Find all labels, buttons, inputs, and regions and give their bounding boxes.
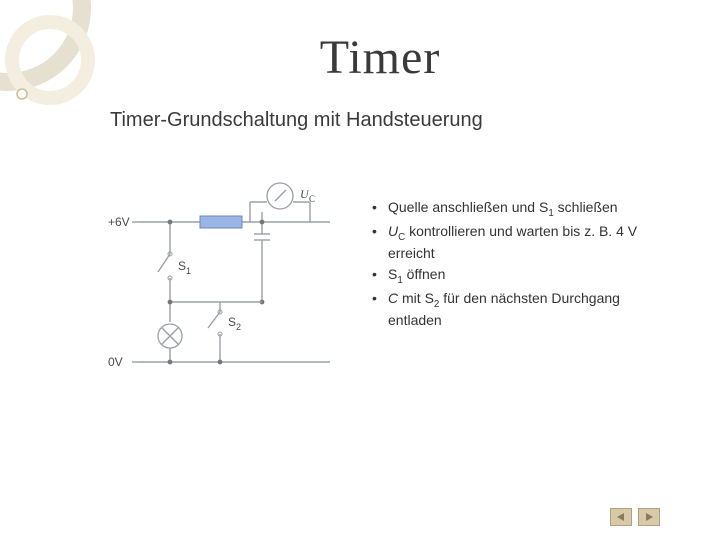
svg-text:S: S: [228, 315, 236, 329]
circuit-diagram: S1UCS2+6V0V: [100, 162, 350, 397]
prev-button[interactable]: [610, 508, 632, 526]
next-button[interactable]: [638, 508, 660, 526]
bullet-list: Quelle anschließen und S1 schließenUC ko…: [370, 162, 660, 397]
page-subtitle: Timer-Grundschaltung mit Handsteuerung: [110, 109, 660, 132]
triangle-right-icon: [644, 512, 654, 522]
bullet-item: C mit S2 für den nächsten Durchgang entl…: [370, 289, 660, 330]
svg-text:+6V: +6V: [108, 215, 130, 229]
bullet-item: UC kontrollieren und warten bis z. B. 4 …: [370, 222, 660, 263]
svg-text:S: S: [178, 259, 186, 273]
nav-buttons: [610, 508, 660, 526]
content-row: S1UCS2+6V0V Quelle anschließen und S1 sc…: [100, 162, 660, 397]
bullet-item: S1 öffnen: [370, 265, 660, 287]
page-title: Timer: [100, 30, 660, 85]
triangle-left-icon: [616, 512, 626, 522]
svg-text:2: 2: [236, 322, 241, 332]
slide: Timer Timer-Grundschaltung mit Handsteue…: [0, 0, 720, 540]
svg-text:1: 1: [186, 266, 191, 276]
svg-text:0V: 0V: [108, 355, 123, 369]
svg-text:C: C: [309, 194, 315, 204]
bullet-item: Quelle anschließen und S1 schließen: [370, 198, 660, 220]
